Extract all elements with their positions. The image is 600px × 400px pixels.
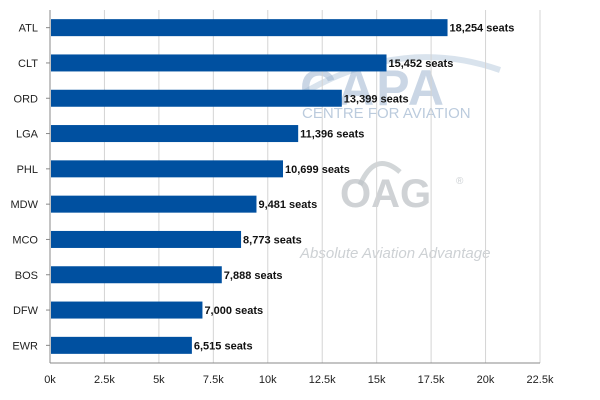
capa-swoosh [298,54,501,98]
watermark: CAPA CENTRE FOR AVIATION OAG ® Absolute … [298,54,501,262]
x-tick-label: 15k [368,374,386,386]
bar-ord [51,89,342,107]
oag-swoosh [357,161,402,187]
bar-mco [51,230,242,248]
x-tick-label: 10k [259,374,277,386]
category-label-lga: LGA [16,129,39,141]
data-label-bos: 7,888 seats [224,270,283,282]
data-label-lga: 11,396 seats [300,129,364,141]
oag-tagline: Absolute Aviation Advantage [299,245,490,262]
data-label-atl: 18,254 seats [450,23,515,35]
bar-phl [51,160,284,178]
value-axis: 0k 2.5k 5k 7.5k 10k 12.5k 15k 17.5k 20k 22.5k [44,374,554,386]
oag-logo: OAG ® Absolute Aviation Advantage [299,161,490,262]
x-tick-label: 0k [44,374,56,386]
category-label-dfw: DFW [13,305,39,317]
data-label-dfw: 7,000 seats [204,305,263,317]
x-tick-label: 2.5k [94,374,115,386]
bar-ewr [51,336,192,354]
x-tick-label: 5k [153,374,165,386]
category-label-mdw: MDW [11,199,39,211]
bar-bos [51,266,222,284]
data-label-mdw: 9,481 seats [258,199,317,211]
data-label-clt: 15,452 seats [389,58,454,70]
bar-atl [51,19,448,37]
category-label-phl: PHL [17,164,38,176]
bar-lga [51,125,299,143]
bar-dfw [51,301,203,319]
category-label-ewr: EWR [12,340,38,352]
x-tick-label: 17.5k [418,374,445,386]
data-label-ewr: 6,515 seats [194,340,253,352]
bar-clt [51,54,387,72]
category-label-atl: ATL [19,23,38,35]
x-tick-label: 7.5k [203,374,224,386]
category-axis: ATL CLT ORD LGA PHL MDW MCO BOS DFW EWR [11,23,50,352]
category-label-ord: ORD [14,93,39,105]
category-label-clt: CLT [18,58,38,70]
bar-mdw [51,195,257,213]
category-label-mco: MCO [12,234,38,246]
registered-mark: ® [456,176,464,187]
x-tick-label: 22.5k [527,374,554,386]
x-tick-label: 20k [477,374,495,386]
category-label-bos: BOS [15,270,38,282]
oag-wordmark: OAG [340,172,431,216]
data-label-ord: 13,399 seats [344,93,409,105]
capa-subtitle: CENTRE FOR AVIATION [302,105,471,122]
bars [51,19,448,354]
data-labels: 18,254 seats 15,452 seats 13,399 seats 11,3… [194,23,514,353]
data-label-mco: 8,773 seats [243,234,302,246]
data-label-phl: 10,699 seats [285,164,350,176]
x-tick-label: 12.5k [309,374,336,386]
